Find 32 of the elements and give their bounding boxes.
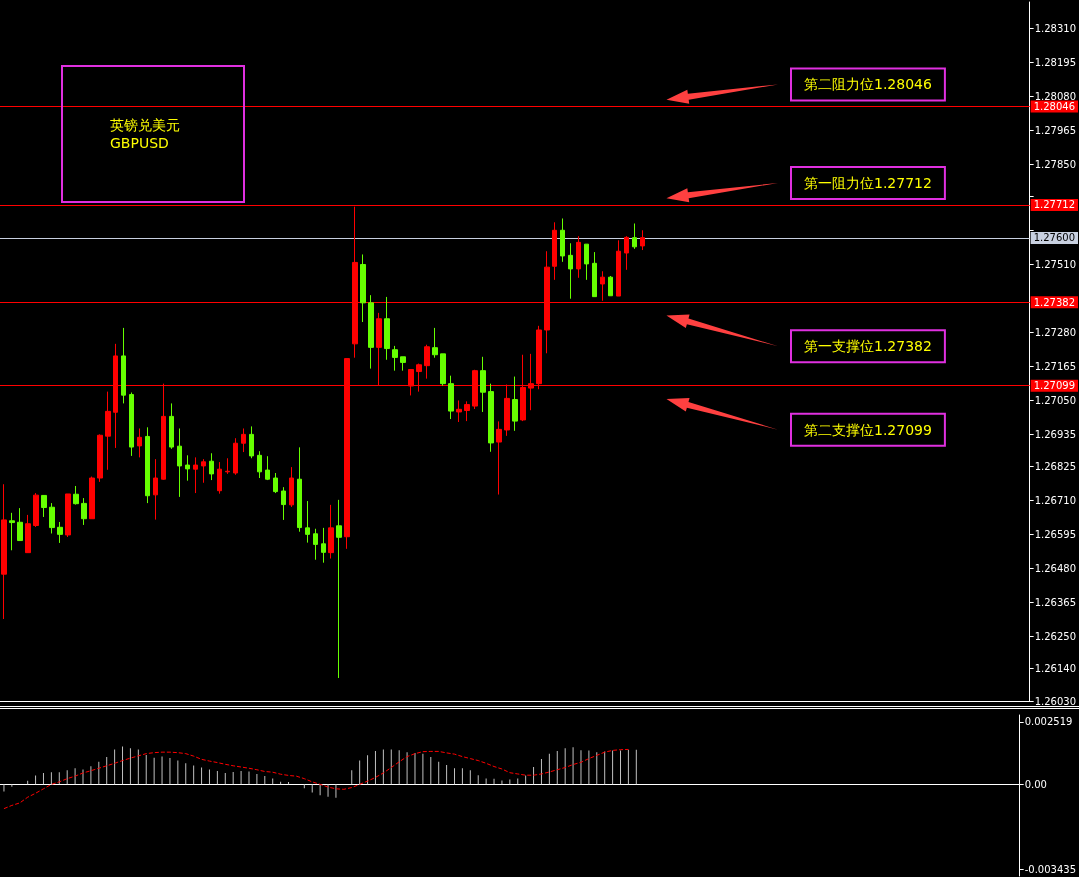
y-tick-label: 1.27280 bbox=[1034, 326, 1077, 338]
ref-line-label: 1.27600 bbox=[1033, 232, 1076, 244]
y-tick-label: -0.003435 bbox=[1024, 863, 1076, 875]
text: 英镑兑美元 bbox=[110, 117, 180, 133]
y-tick-label: 1.27965 bbox=[1034, 124, 1077, 136]
y-tick-label: 0.00 bbox=[1024, 778, 1047, 790]
y-tick-label: 1.28080 bbox=[1034, 90, 1077, 102]
y-tick-label: 1.26030 bbox=[1034, 695, 1077, 707]
annotation: 第一阻力位1.27712 bbox=[804, 174, 932, 191]
y-tick-label: 1.26935 bbox=[1034, 428, 1077, 440]
y-tick-label: 1.26825 bbox=[1034, 461, 1077, 473]
y-tick-label: 1.28195 bbox=[1034, 56, 1077, 68]
y-tick-label: 1.26480 bbox=[1034, 562, 1077, 574]
annotation: 第一支撑位1.27382 bbox=[804, 338, 932, 355]
ref-line-label: 1.27099 bbox=[1033, 380, 1076, 392]
y-tick-label: 1.27165 bbox=[1034, 360, 1077, 372]
ref-line-label: 1.27382 bbox=[1033, 296, 1076, 308]
y-tick-label: 1.26140 bbox=[1034, 663, 1077, 675]
y-tick-label: 1.26365 bbox=[1034, 596, 1077, 608]
text: GBPUSD bbox=[110, 135, 169, 151]
y-tick-label: 1.26710 bbox=[1034, 494, 1077, 506]
y-tick-label: 1.27510 bbox=[1034, 258, 1077, 270]
y-tick-label: 0.002519 bbox=[1024, 716, 1073, 728]
annotation: 第二支撑位1.27099 bbox=[804, 421, 932, 438]
annotation: 第二阻力位1.28046 bbox=[804, 76, 932, 93]
y-tick-label: 1.26595 bbox=[1034, 528, 1077, 540]
y-tick-label: 1.26250 bbox=[1034, 630, 1077, 642]
ref-line-label: 1.27712 bbox=[1033, 199, 1076, 211]
ref-line-label: 1.28046 bbox=[1033, 100, 1076, 112]
y-tick-label: 1.28310 bbox=[1034, 23, 1077, 35]
y-tick-label: 1.27050 bbox=[1034, 394, 1077, 406]
y-tick-label: 1.27850 bbox=[1034, 158, 1077, 170]
